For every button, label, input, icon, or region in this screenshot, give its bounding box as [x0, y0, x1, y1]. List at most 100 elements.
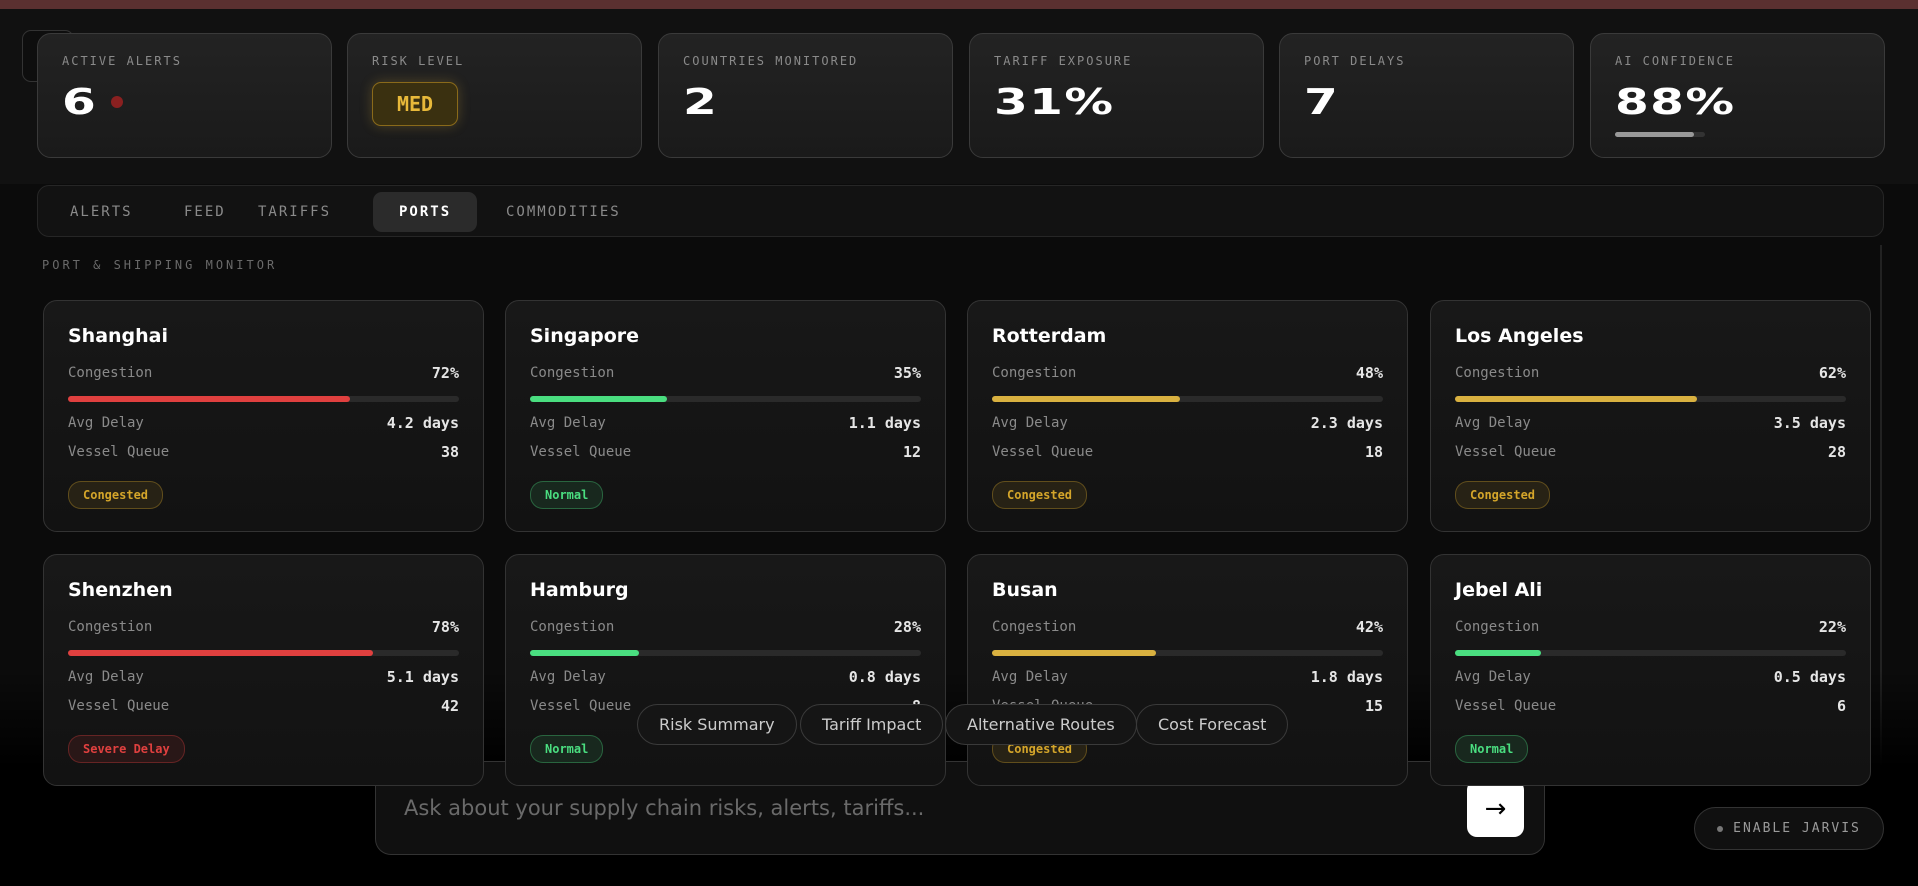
- port-name: Shanghai: [68, 325, 169, 347]
- vessel-queue: 38: [440, 443, 459, 461]
- field-label: Avg Delay: [530, 415, 606, 431]
- field-label: Vessel Queue: [530, 444, 632, 460]
- field-label: Avg Delay: [68, 669, 144, 685]
- congestion-track: [68, 396, 459, 402]
- jarvis-label: ENABLE JARVIS: [1733, 821, 1861, 836]
- vessel-queue: 28: [1827, 443, 1846, 461]
- field-label: Congestion: [530, 365, 615, 381]
- congestion-track: [992, 396, 1383, 402]
- congestion-bar: [530, 650, 640, 656]
- field-label: Congestion: [992, 365, 1077, 381]
- congestion-value: 48%: [1355, 364, 1383, 382]
- congestion-track: [1455, 396, 1846, 402]
- section-title: PORT & SHIPPING MONITOR: [42, 258, 278, 272]
- field-label: Vessel Queue: [992, 444, 1094, 460]
- kpi-label: PORT DELAYS: [1304, 54, 1406, 68]
- congestion-bar: [530, 396, 667, 402]
- kpi-label: RISK LEVEL: [372, 54, 465, 68]
- kpi-card: AI CONFIDENCE 88%: [1590, 33, 1885, 158]
- congestion-track: [530, 650, 921, 656]
- vessel-queue: 42: [440, 697, 459, 715]
- kpi-card: RISK LEVEL MED: [347, 33, 642, 158]
- field-label: Avg Delay: [1455, 415, 1531, 431]
- congestion-bar: [1455, 650, 1542, 656]
- field-label: Avg Delay: [530, 669, 606, 685]
- port-card: Hamburg Congestion 28% Avg Delay 0.8 days Ves…: [505, 554, 946, 786]
- confidence-track: [1615, 132, 1705, 137]
- port-name: Rotterdam: [992, 325, 1107, 347]
- confidence-bar: [1615, 132, 1695, 137]
- field-label: Avg Delay: [68, 415, 144, 431]
- avg-delay: 1.8 days: [1310, 668, 1383, 686]
- port-name: Jebel Ali: [1455, 579, 1543, 601]
- scrollbar: [1880, 245, 1882, 765]
- tab[interactable]: ALERTS: [70, 204, 133, 220]
- kpi-card: COUNTRIES MONITORED 2: [658, 33, 953, 158]
- field-label: Congestion: [530, 619, 615, 635]
- congestion-bar: [68, 650, 373, 656]
- status-badge: Congested: [992, 481, 1088, 509]
- status-badge: Severe Delay: [68, 735, 185, 763]
- port-name: Hamburg: [530, 579, 629, 601]
- suggestion-chip[interactable]: Cost Forecast: [1136, 704, 1289, 745]
- kpi-label: TARIFF EXPOSURE: [994, 54, 1133, 68]
- avg-delay: 5.1 days: [386, 668, 459, 686]
- status-badge: Congested: [68, 481, 164, 509]
- kpi-label: ACTIVE ALERTS: [62, 54, 182, 68]
- kpi-card: PORT DELAYS 7: [1279, 33, 1574, 158]
- port-name: Singapore: [530, 325, 640, 347]
- congestion-bar: [1455, 396, 1698, 402]
- vessel-queue: 15: [1364, 697, 1383, 715]
- tab[interactable]: COMMODITIES: [506, 204, 621, 220]
- congestion-bar: [68, 396, 350, 402]
- port-card: Rotterdam Congestion 48% Avg Delay 2.3 days V…: [967, 300, 1408, 532]
- avg-delay: 3.5 days: [1773, 414, 1846, 432]
- kpi-value: 6: [62, 82, 98, 123]
- tab[interactable]: TARIFFS: [258, 204, 332, 220]
- congestion-track: [992, 650, 1383, 656]
- status-badge: Normal: [1455, 735, 1529, 763]
- port-card: Shenzhen Congestion 78% Avg Delay 5.1 days Ve…: [43, 554, 484, 786]
- tab[interactable]: PORTS: [373, 192, 478, 232]
- field-label: Avg Delay: [1455, 669, 1531, 685]
- field-label: Congestion: [68, 365, 153, 381]
- vessel-queue: 18: [1364, 443, 1383, 461]
- port-card: Singapore Congestion 35% Avg Delay 1.1 days V…: [505, 300, 946, 532]
- kpi-value: 31%: [994, 82, 1115, 123]
- port-card: Los Angeles Congestion 62% Avg Delay 3.5 day…: [1430, 300, 1871, 532]
- congestion-track: [530, 396, 921, 402]
- vessel-queue: 12: [902, 443, 921, 461]
- congestion-value: 42%: [1355, 618, 1383, 636]
- field-label: Congestion: [68, 619, 153, 635]
- avg-delay: 2.3 days: [1310, 414, 1383, 432]
- congestion-value: 62%: [1818, 364, 1846, 382]
- kpi-label: AI CONFIDENCE: [1615, 54, 1735, 68]
- send-button[interactable]: →: [1467, 780, 1524, 837]
- congestion-value: 22%: [1818, 618, 1846, 636]
- field-label: Vessel Queue: [68, 444, 170, 460]
- kpi-value: 2: [683, 82, 719, 123]
- avg-delay: 0.5 days: [1773, 668, 1846, 686]
- suggestion-chip[interactable]: Tariff Impact: [800, 704, 944, 745]
- suggestion-chip[interactable]: Alternative Routes: [945, 704, 1137, 745]
- congestion-value: 28%: [893, 618, 921, 636]
- tab[interactable]: FEED: [184, 204, 226, 220]
- port-name: Busan: [992, 579, 1058, 601]
- status-badge: Normal: [530, 481, 604, 509]
- field-label: Congestion: [1455, 365, 1540, 381]
- avg-delay: 1.1 days: [848, 414, 921, 432]
- field-label: Vessel Queue: [1455, 444, 1557, 460]
- kpi-label: COUNTRIES MONITORED: [683, 54, 859, 68]
- kpi-card: TARIFF EXPOSURE 31%: [969, 33, 1264, 158]
- field-label: Avg Delay: [992, 415, 1068, 431]
- kpi-value: 7: [1304, 82, 1340, 123]
- jarvis-button[interactable]: ENABLE JARVIS: [1694, 807, 1884, 850]
- suggestion-chip[interactable]: Risk Summary: [637, 704, 797, 745]
- port-card: Jebel Ali Congestion 22% Avg Delay 0.5 days V…: [1430, 554, 1871, 786]
- status-dot: [1717, 825, 1724, 832]
- field-label: Vessel Queue: [68, 698, 170, 714]
- port-name: Los Angeles: [1455, 325, 1584, 347]
- input-placeholder: Ask about your supply chain risks, alert…: [404, 796, 925, 820]
